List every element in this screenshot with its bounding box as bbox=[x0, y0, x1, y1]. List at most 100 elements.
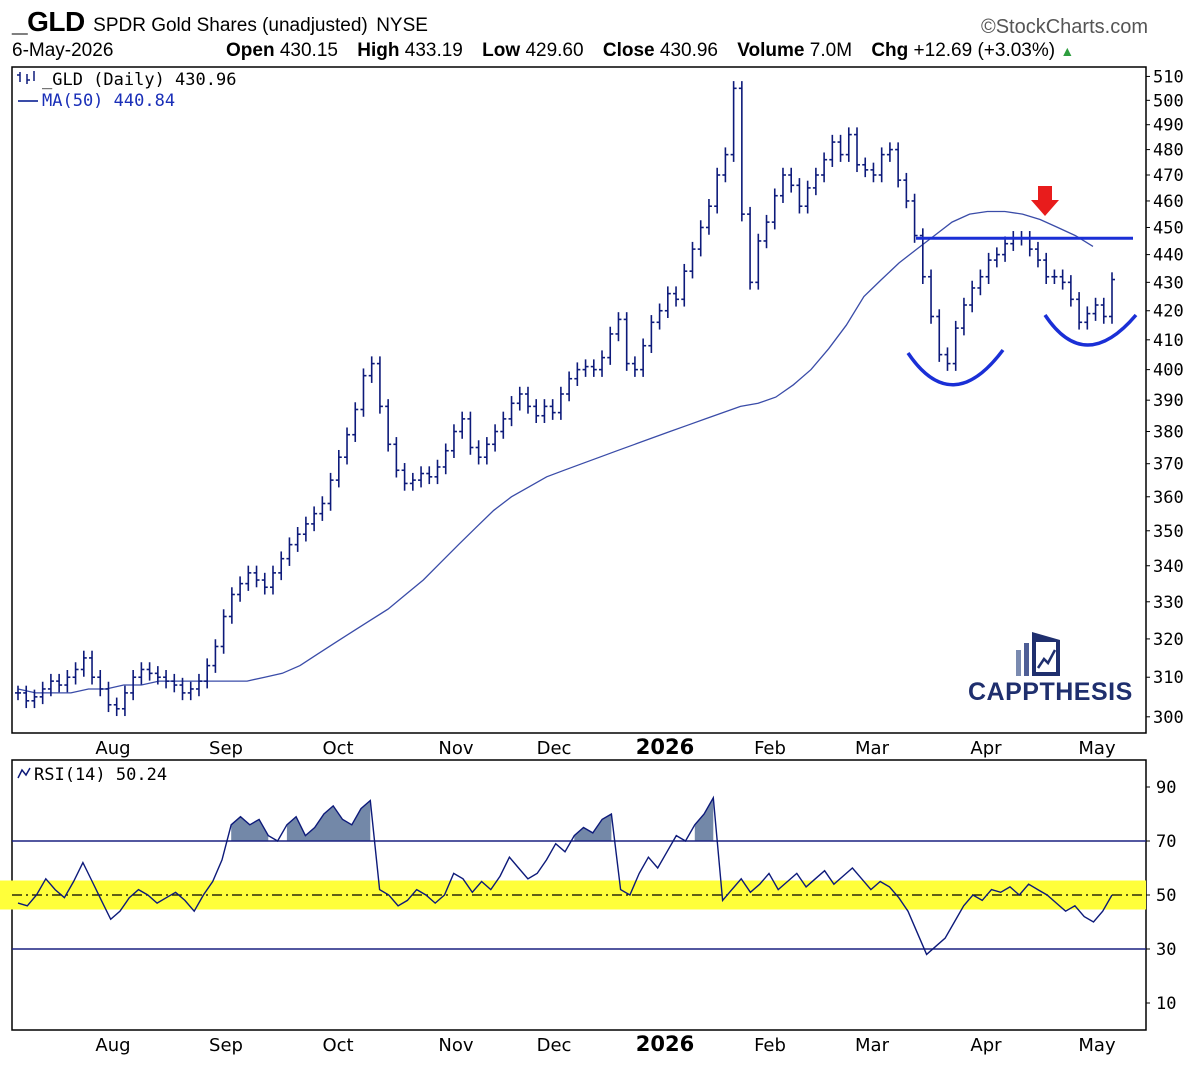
ohlc-bar bbox=[985, 252, 992, 285]
price-y-tick-label: 410 bbox=[1153, 331, 1184, 351]
ohlc-bar bbox=[237, 576, 244, 602]
ohlc-bar bbox=[475, 440, 482, 465]
rsi-y-tick-label: 50 bbox=[1156, 886, 1176, 906]
ohlc-bar bbox=[911, 193, 918, 243]
rsi-line bbox=[17, 795, 1113, 956]
rsi-x-label: Oct bbox=[322, 1035, 353, 1056]
ohlc-bar bbox=[854, 127, 861, 173]
ohlc-bar bbox=[796, 178, 803, 214]
ohlc-bar bbox=[80, 650, 87, 677]
ohlc-bar bbox=[656, 303, 663, 330]
rsi-legend-label: RSI(14) 50.24 bbox=[34, 765, 167, 785]
ohlc-bar bbox=[845, 127, 852, 162]
price-y-tick-label: 340 bbox=[1153, 557, 1184, 577]
down-arrow-icon bbox=[1031, 186, 1059, 216]
ohlc-bar bbox=[664, 286, 671, 319]
ohlc-bar bbox=[418, 466, 425, 488]
ohlc-bar bbox=[582, 359, 589, 377]
ma50-line bbox=[17, 210, 1094, 694]
price-y-tick-label: 450 bbox=[1153, 218, 1184, 238]
ohlc-bar bbox=[1051, 269, 1058, 285]
ohlc-bar bbox=[870, 162, 877, 183]
ohlc-bar bbox=[1002, 236, 1009, 262]
ohlc-bar bbox=[195, 673, 202, 697]
ohlc-bar bbox=[697, 220, 704, 257]
ticker-symbol: _GLD bbox=[12, 6, 85, 37]
ohlc-bar bbox=[936, 309, 943, 362]
ohlc-bar bbox=[113, 697, 120, 717]
ohlc-bar bbox=[39, 681, 46, 705]
ohlc-bar bbox=[105, 681, 112, 713]
ohlc-bar bbox=[640, 338, 647, 377]
ohlc-bar bbox=[286, 537, 293, 566]
ohlc-bar bbox=[607, 326, 614, 365]
ohlc-bar bbox=[755, 233, 762, 290]
price-x-label: May bbox=[1078, 738, 1116, 759]
ohlc-bar bbox=[615, 312, 622, 342]
ohlc-bar bbox=[788, 167, 795, 193]
price-y-tick-label: 510 bbox=[1153, 67, 1184, 87]
ohlc-bar bbox=[401, 463, 408, 491]
ohlc-bar bbox=[163, 670, 170, 689]
ohlc-bar bbox=[895, 142, 902, 188]
ohlc-bar bbox=[1043, 252, 1050, 285]
ohlc-bar bbox=[771, 188, 778, 230]
chart-header-title: _GLD SPDR Gold Shares (unadjusted) NYSE bbox=[12, 6, 428, 40]
ohlc-bar bbox=[171, 673, 178, 693]
ohlc-bar bbox=[1067, 275, 1074, 307]
ohlc-bar bbox=[730, 81, 737, 162]
ohlc-bar bbox=[599, 350, 606, 377]
ohlc-bar bbox=[862, 157, 869, 178]
rsi-overbought-fill bbox=[574, 814, 612, 841]
rsi-x-label: Apr bbox=[970, 1035, 1002, 1056]
price-panel-frame bbox=[11, 66, 1147, 734]
rsi-x-label: Feb bbox=[754, 1035, 786, 1056]
ohlc-bar bbox=[549, 399, 556, 420]
triangle-up-icon: ▲ bbox=[1060, 43, 1075, 59]
price-y-tick-label: 390 bbox=[1153, 391, 1184, 411]
ohlc-bar bbox=[138, 662, 145, 685]
price-y-tick-label: 500 bbox=[1153, 91, 1184, 111]
ohlc-bar bbox=[837, 134, 844, 162]
rsi-x-label: 2026 bbox=[636, 1032, 694, 1056]
price-y-tick-label: 380 bbox=[1153, 423, 1184, 443]
ohlc-bar bbox=[1100, 297, 1107, 324]
ohlc-bar bbox=[977, 269, 984, 296]
price-y-tick-label: 310 bbox=[1153, 668, 1184, 688]
ohlc-bar bbox=[960, 297, 967, 336]
ohlc-bar bbox=[220, 609, 227, 654]
price-y-tick-label: 400 bbox=[1153, 361, 1184, 381]
ohlc-bar bbox=[72, 662, 79, 685]
ohlc-bar bbox=[261, 572, 268, 595]
ohlc-bar bbox=[426, 466, 433, 485]
ohlc-bar bbox=[253, 565, 260, 588]
ohlc-bar bbox=[302, 516, 309, 542]
annotations bbox=[906, 186, 1138, 387]
change-value: +12.69 (+3.03%) bbox=[913, 40, 1056, 61]
rsi-y-tick-label: 90 bbox=[1156, 778, 1176, 798]
price-y-tick-label: 350 bbox=[1153, 522, 1184, 542]
price-y-tick-label: 330 bbox=[1153, 593, 1184, 613]
price-y-tick-label: 420 bbox=[1153, 302, 1184, 322]
ohlc-bar bbox=[878, 147, 885, 183]
high-value: 433.19 bbox=[404, 40, 463, 61]
ohlc-bar bbox=[434, 459, 441, 485]
price-axis: 300 310 320 330 340 350 360 370 380 390 400 410 420 4… bbox=[1146, 67, 1184, 728]
ohlc-bar bbox=[1034, 241, 1041, 268]
ohlc-bar bbox=[541, 399, 548, 424]
rsi-x-label: Aug bbox=[95, 1035, 130, 1056]
rsi-x-label: Nov bbox=[438, 1035, 473, 1056]
ohlc-bar bbox=[590, 359, 597, 377]
price-y-tick-label: 440 bbox=[1153, 246, 1184, 266]
price-x-label: Mar bbox=[855, 738, 890, 759]
ohlc-bar bbox=[154, 666, 161, 685]
ohlc-bar bbox=[47, 673, 54, 697]
ohlc-bar bbox=[829, 134, 836, 167]
ohlc-bar bbox=[376, 356, 383, 414]
ohlc-bar bbox=[360, 368, 367, 417]
price-legend-label: _GLD (Daily) 430.96 bbox=[42, 70, 236, 90]
rsi-y-tick-label: 70 bbox=[1156, 832, 1176, 852]
ohlc-bar bbox=[747, 206, 754, 290]
ohlc-bar bbox=[779, 167, 786, 203]
